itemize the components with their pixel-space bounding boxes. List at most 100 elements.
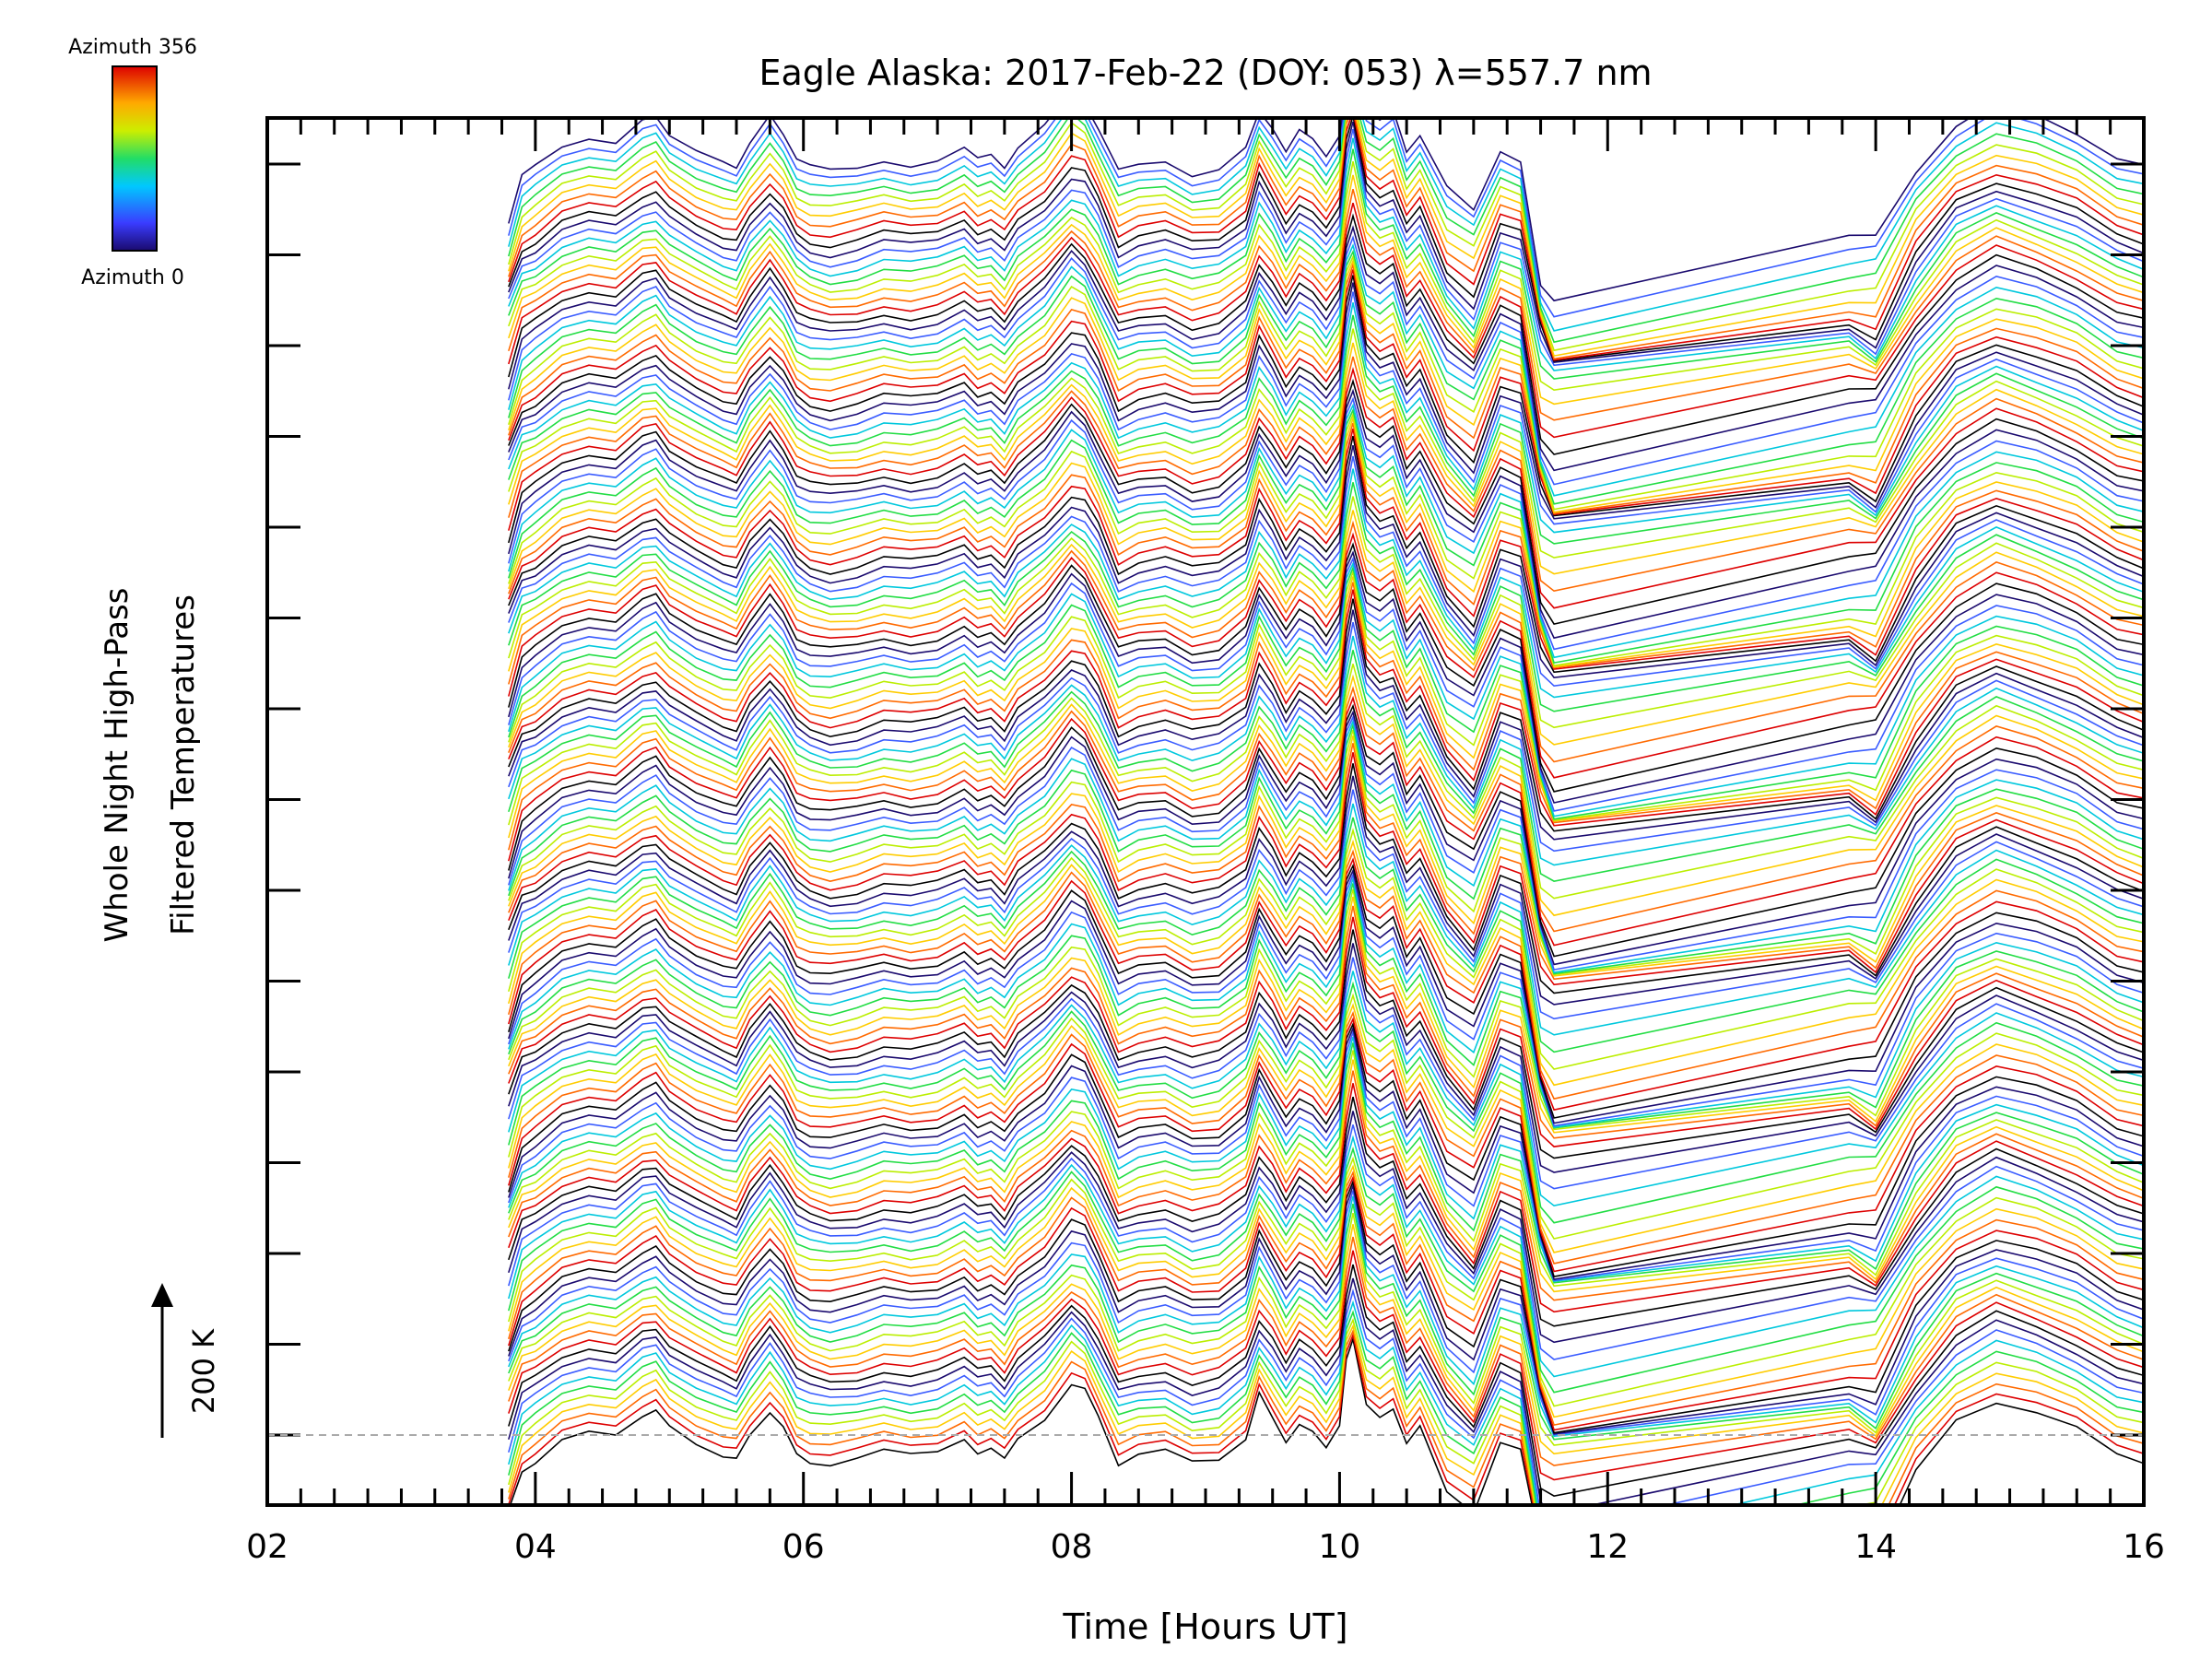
series-line	[508, 729, 2144, 976]
series-line	[508, 883, 2144, 1129]
x-tick-labels: 02 04 06 08 10 12 14 16	[246, 1528, 2165, 1566]
series-line	[508, 213, 2144, 455]
series-line	[508, 258, 2144, 513]
series-line	[508, 1124, 2144, 1360]
series-line	[508, 137, 2144, 371]
series-line	[508, 1003, 2144, 1253]
series-line	[509, 1335, 2144, 1505]
scale-label: 200 K	[186, 1328, 221, 1414]
series-line	[508, 1236, 2144, 1466]
series-line	[508, 118, 2144, 352]
series-line	[508, 550, 2144, 804]
series-line	[508, 291, 2144, 525]
series-line	[508, 302, 2144, 534]
series-line	[508, 872, 2144, 1127]
series-line	[508, 314, 2144, 545]
x-tick-label: 14	[1854, 1528, 1897, 1566]
series-line	[508, 1010, 2144, 1265]
x-tick-label: 02	[246, 1528, 288, 1566]
series-line	[508, 520, 2144, 763]
series-line	[508, 202, 2144, 439]
series-line	[508, 367, 2144, 609]
series-line	[508, 1195, 2144, 1438]
series-line	[508, 1288, 2144, 1505]
y-axis-label-line1: Whole Night High-Pass	[99, 588, 135, 943]
series-line	[508, 576, 2144, 822]
series-line	[508, 752, 2144, 986]
series-group	[508, 118, 2144, 1505]
series-line	[508, 118, 2144, 361]
series-line	[508, 189, 2144, 421]
series-line	[508, 1036, 2144, 1283]
series-line	[508, 598, 2144, 832]
series-line	[508, 971, 2144, 1207]
series-line	[508, 565, 2144, 820]
series-line	[508, 455, 2144, 688]
series-line	[508, 1070, 2144, 1301]
series-line	[508, 174, 2144, 406]
plot-frame	[265, 116, 2146, 1507]
series-line	[508, 905, 2144, 1139]
series-line	[508, 943, 2144, 1173]
series-line	[508, 1250, 2144, 1481]
series-line	[508, 1096, 2144, 1327]
series-line	[508, 422, 2144, 669]
series-line	[508, 1050, 2144, 1288]
colorbar: Azimuth 356 Azimuth 0	[68, 36, 197, 289]
series-line	[508, 1146, 2144, 1394]
series-line	[508, 695, 2144, 947]
series-line	[508, 710, 2144, 966]
chart-title: Eagle Alaska: 2017-Feb-22 (DOY: 053) λ=5…	[759, 53, 1652, 93]
series-line	[508, 789, 2144, 1020]
series-line	[508, 916, 2144, 1147]
series-line	[508, 1017, 2144, 1273]
series-line	[508, 1224, 2144, 1455]
series-line	[508, 243, 2144, 497]
series-line	[508, 1025, 2144, 1280]
series-line	[508, 435, 2144, 674]
series-line	[508, 1182, 2144, 1435]
series-line	[508, 118, 2144, 362]
series-line	[508, 650, 2144, 882]
series-line	[508, 118, 2144, 332]
x-tick-label: 16	[2123, 1528, 2165, 1566]
y-axis-label-line2: Filtered Temperatures	[165, 594, 202, 935]
series-line	[508, 839, 2144, 1087]
series-line	[508, 121, 2144, 363]
series-line	[508, 1328, 2144, 1505]
series-line	[508, 1156, 2144, 1407]
series-line	[508, 714, 2144, 971]
x-tick-label: 06	[782, 1528, 825, 1566]
series-line	[508, 468, 2144, 699]
series-line	[508, 1042, 2144, 1284]
series-line	[508, 118, 2144, 302]
series-line	[508, 235, 2144, 486]
series-line	[508, 269, 2144, 515]
series-line	[508, 561, 2144, 818]
series-line	[508, 582, 2144, 824]
series-line	[508, 589, 2144, 827]
series-line	[508, 225, 2144, 472]
series-line	[508, 763, 2144, 994]
series-line	[508, 510, 2144, 746]
series-line	[508, 569, 2144, 821]
series-line	[508, 388, 2144, 640]
series-line	[508, 118, 2144, 358]
series-line	[508, 857, 2144, 1112]
series-line	[508, 118, 2144, 344]
series-line	[508, 803, 2144, 1036]
series-line	[508, 1203, 2144, 1441]
series-line	[508, 1264, 2144, 1497]
colorbar-gradient	[112, 65, 158, 252]
series-line	[508, 1179, 2144, 1434]
series-line	[508, 148, 2144, 380]
series-line	[508, 622, 2144, 853]
series-line	[508, 863, 2144, 1119]
series-line	[508, 664, 2144, 900]
colorbar-top-label: Azimuth 356	[68, 36, 197, 59]
series-line	[508, 703, 2144, 958]
series-line	[508, 161, 2144, 392]
x-tick-label: 12	[1586, 1528, 1629, 1566]
series-line	[508, 849, 2144, 1100]
series-line	[508, 282, 2144, 520]
